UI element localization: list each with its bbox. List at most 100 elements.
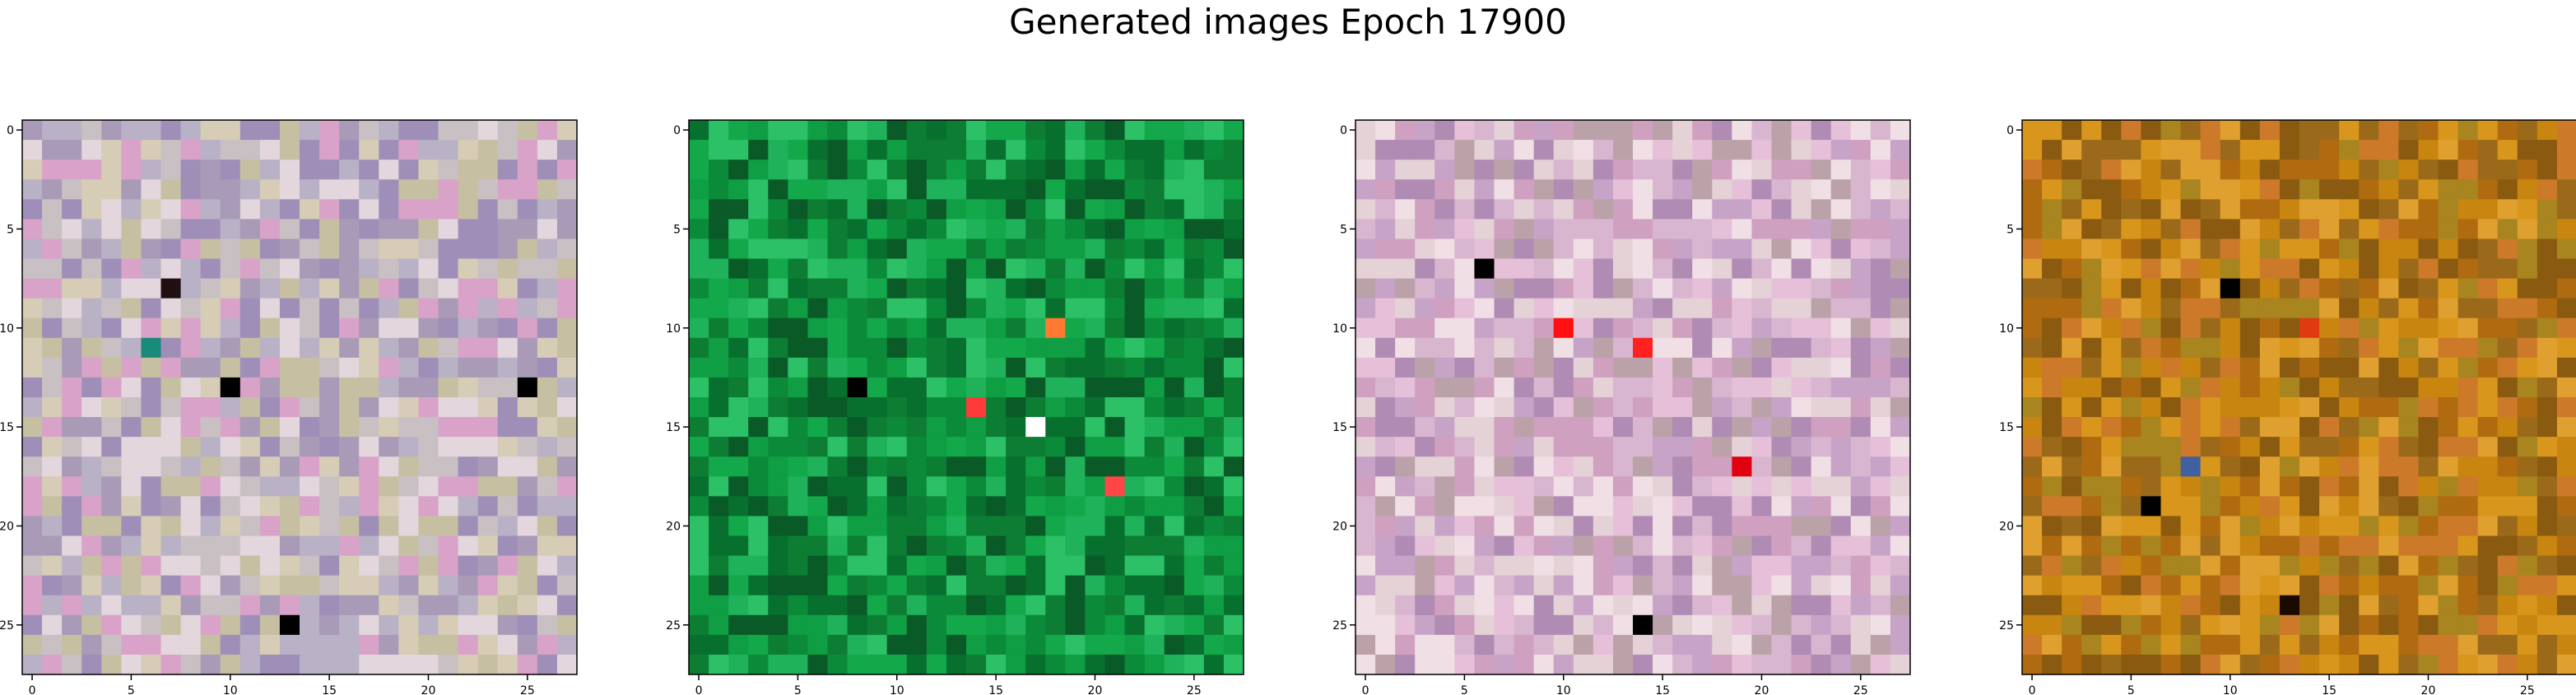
heatmap-cell bbox=[926, 654, 947, 675]
heatmap-cell bbox=[1164, 417, 1185, 438]
heatmap-cell bbox=[2319, 437, 2340, 457]
heatmap-cell bbox=[2180, 298, 2202, 319]
heatmap-cell bbox=[497, 456, 518, 477]
heatmap-cell bbox=[1712, 278, 1732, 299]
heatmap-cell bbox=[2121, 575, 2141, 596]
heatmap-cell bbox=[2022, 199, 2043, 220]
heatmap-cell bbox=[121, 160, 142, 180]
heatmap-cell bbox=[728, 654, 749, 675]
heatmap-cell bbox=[2180, 219, 2202, 239]
heatmap-cell bbox=[556, 614, 578, 636]
heatmap-cell bbox=[847, 476, 868, 497]
heatmap-cell bbox=[1850, 535, 1872, 557]
heatmap-cell bbox=[2022, 516, 2043, 536]
heatmap-cell bbox=[1553, 160, 1574, 180]
heatmap-cell bbox=[359, 357, 379, 378]
heatmap-cell bbox=[2359, 179, 2379, 200]
heatmap-cell bbox=[1045, 357, 1066, 378]
heatmap-cell bbox=[22, 417, 43, 438]
heatmap-cell bbox=[1870, 614, 1891, 636]
heatmap-cell bbox=[517, 456, 538, 477]
heatmap-cell bbox=[2160, 219, 2182, 239]
heatmap-cell bbox=[1104, 337, 1126, 359]
heatmap-cell bbox=[22, 496, 43, 517]
heatmap-cell bbox=[2299, 337, 2320, 359]
heatmap-cell bbox=[418, 239, 439, 259]
heatmap-cell bbox=[42, 456, 63, 477]
heatmap-cell bbox=[1692, 575, 1713, 596]
heatmap-cell bbox=[379, 258, 399, 280]
heatmap-cell bbox=[418, 120, 439, 141]
heatmap-cell bbox=[1494, 219, 1515, 239]
heatmap-cell bbox=[2062, 258, 2082, 280]
heatmap-cell bbox=[2418, 456, 2439, 477]
heatmap-cell bbox=[2398, 357, 2419, 378]
heatmap-cell bbox=[1203, 397, 1225, 418]
heatmap-cell bbox=[1850, 219, 1872, 239]
heatmap-cell bbox=[2438, 437, 2459, 457]
heatmap-cell bbox=[1006, 555, 1026, 577]
heatmap-cell bbox=[556, 258, 578, 280]
heatmap-cell bbox=[2339, 258, 2360, 280]
heatmap-cell bbox=[788, 437, 808, 457]
heatmap-cell bbox=[1395, 595, 1416, 616]
heatmap-cell bbox=[2081, 317, 2102, 339]
heatmap-cell bbox=[339, 437, 360, 457]
heatmap-cell bbox=[748, 120, 769, 141]
heatmap-cell bbox=[867, 120, 888, 141]
heatmap-cell bbox=[827, 337, 849, 359]
heatmap-cell bbox=[121, 595, 142, 616]
heatmap-cell bbox=[2081, 199, 2102, 220]
heatmap-cell bbox=[1164, 179, 1185, 200]
heatmap-cell bbox=[966, 160, 987, 180]
heatmap-cell bbox=[1494, 397, 1515, 418]
heatmap-cell bbox=[1104, 357, 1126, 378]
heatmap-cell bbox=[728, 397, 749, 418]
heatmap-cell bbox=[1494, 456, 1515, 477]
heatmap-cell bbox=[1514, 496, 1535, 517]
heatmap-cell bbox=[2160, 317, 2182, 339]
heatmap-cell bbox=[1870, 258, 1891, 280]
heatmap-cell bbox=[62, 357, 82, 378]
heatmap-cell bbox=[2062, 120, 2082, 141]
heatmap-cell bbox=[1454, 654, 1475, 675]
heatmap-cell bbox=[319, 219, 340, 239]
heatmap-cell bbox=[2220, 179, 2241, 200]
heatmap-cell bbox=[2220, 614, 2241, 636]
heatmap-cell bbox=[689, 555, 709, 577]
heatmap-cell bbox=[1434, 555, 1455, 577]
heatmap-cell bbox=[1355, 337, 1376, 359]
heatmap-cell bbox=[477, 199, 499, 220]
heatmap-cell bbox=[477, 219, 499, 239]
heatmap-cell bbox=[1712, 555, 1732, 577]
heatmap-cell bbox=[1045, 496, 1066, 517]
heatmap-cell bbox=[2378, 397, 2399, 418]
heatmap-cell bbox=[768, 317, 788, 339]
heatmap-cell bbox=[22, 179, 43, 200]
heatmap-cell bbox=[2536, 417, 2558, 438]
heatmap-cell bbox=[1065, 337, 1086, 359]
heatmap-cell bbox=[1672, 120, 1693, 141]
heatmap-cell bbox=[827, 397, 849, 418]
heatmap-cell bbox=[1830, 634, 1852, 656]
heatmap-cell bbox=[1045, 417, 1066, 438]
heatmap-cell bbox=[946, 516, 967, 536]
heatmap-cell bbox=[1593, 317, 1614, 339]
heatmap-cell bbox=[926, 397, 947, 418]
heatmap-cell bbox=[1085, 595, 1105, 616]
heatmap-cell bbox=[1045, 160, 1066, 180]
heatmap-cell bbox=[22, 634, 43, 656]
heatmap-cell bbox=[180, 199, 202, 220]
heatmap-cell bbox=[1065, 595, 1086, 616]
heatmap-cell bbox=[2220, 377, 2241, 398]
heatmap-cell bbox=[22, 555, 43, 577]
heatmap-cell bbox=[1533, 535, 1555, 557]
heatmap-cell bbox=[827, 219, 849, 239]
heatmap-cell bbox=[160, 377, 182, 398]
heatmap-cell bbox=[537, 199, 558, 220]
heatmap-cell bbox=[2081, 377, 2102, 398]
heatmap-cell bbox=[200, 317, 221, 339]
y-tick-label: 25 bbox=[0, 619, 14, 632]
heatmap-cell bbox=[847, 555, 868, 577]
